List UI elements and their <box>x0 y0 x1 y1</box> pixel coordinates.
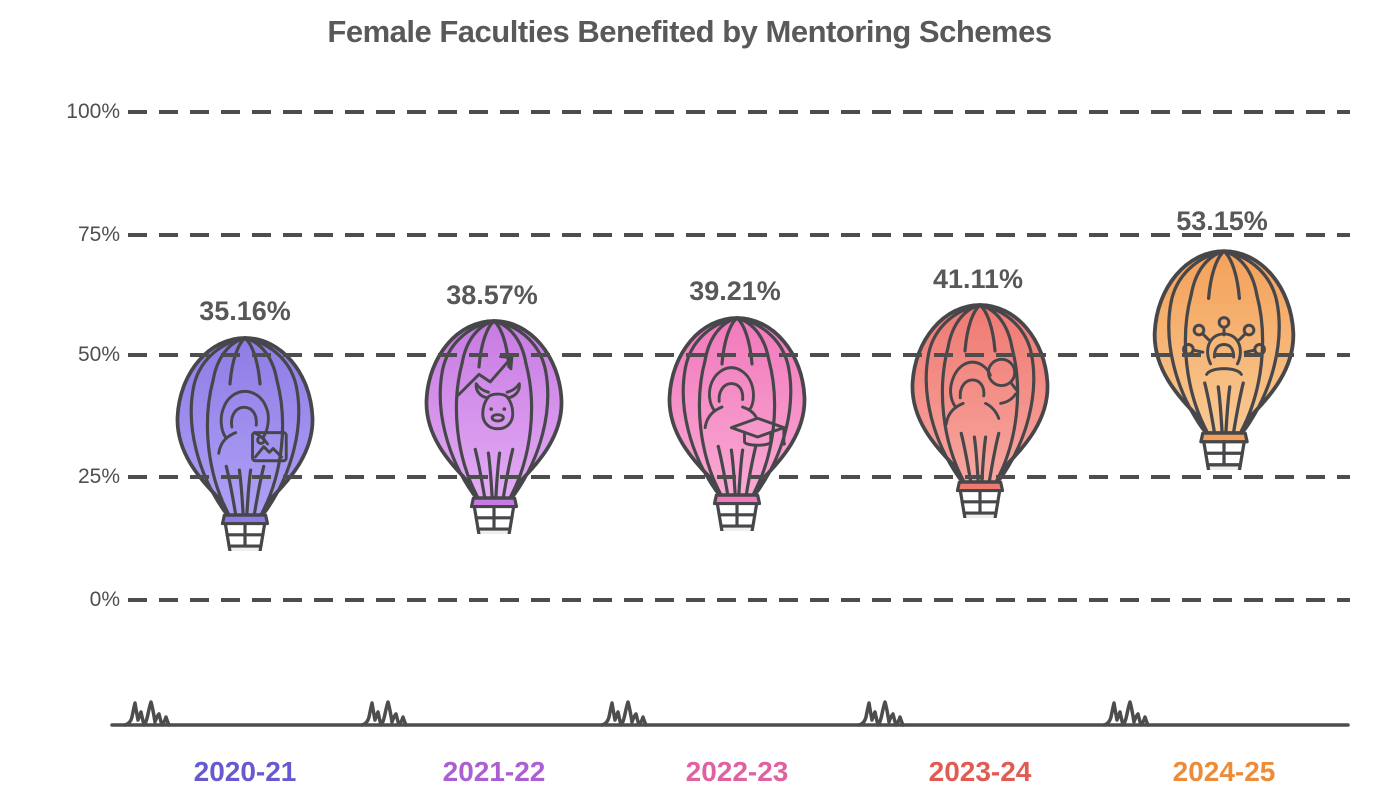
x-label-2023-24: 2023-24 <box>928 756 1032 787</box>
balloon-basket <box>1206 463 1242 470</box>
balloon-basket <box>962 511 998 518</box>
grass-tuft <box>123 700 171 727</box>
balloon-skirt <box>712 493 762 506</box>
balloon-skirt <box>469 496 519 509</box>
y-tick-label-0: 0% <box>89 588 120 611</box>
woman-magnifier-icon <box>944 357 1019 426</box>
y-tick-label-25: 25% <box>77 465 120 488</box>
woman-picture-icon <box>217 389 288 463</box>
balloon-envelope <box>175 336 315 517</box>
grass-tuft <box>1102 700 1150 727</box>
x-label-2024-25: 2024-25 <box>1172 756 1276 787</box>
value-label-2022-23: 39.21% <box>689 276 781 306</box>
y-tick-label-75: 75% <box>77 223 120 246</box>
grass-tuft <box>857 700 905 727</box>
value-label-2021-22: 38.57% <box>446 280 538 310</box>
balloon-2024-25 <box>1152 249 1296 470</box>
chart-title: Female Faculties Benefited by Mentoring … <box>327 14 1052 49</box>
value-label-2020-21: 35.16% <box>199 296 291 326</box>
balloon-basket <box>719 524 755 531</box>
woman-network-icon <box>1182 316 1266 376</box>
value-label-2024-25: 53.15% <box>1176 206 1268 236</box>
value-label-2023-24: 41.11% <box>932 264 1024 294</box>
balloon-envelope <box>1152 249 1296 435</box>
y-tick-label-50: 50% <box>77 343 120 366</box>
grass-tuft <box>360 700 408 727</box>
balloon-envelope <box>424 319 564 500</box>
balloon-2020-21 <box>175 336 315 551</box>
woman-graduation-cap-icon <box>703 366 786 447</box>
balloon-2022-23 <box>667 316 807 531</box>
grass-tuft <box>600 700 648 727</box>
balloon-skirt <box>220 513 270 526</box>
balloon-2023-24 <box>910 303 1050 518</box>
balloon-basket <box>476 527 512 534</box>
y-tick-label-100: 100% <box>66 100 120 123</box>
balloon-basket <box>227 544 263 551</box>
bull-growth-arrow-icon <box>456 355 521 431</box>
balloon-envelope <box>910 303 1050 484</box>
balloon-skirt <box>1199 431 1249 444</box>
balloon-skirt <box>955 480 1005 493</box>
balloon-envelope <box>667 316 807 497</box>
x-label-2021-22: 2021-22 <box>442 756 546 787</box>
x-label-2022-23: 2022-23 <box>685 756 789 787</box>
balloon-2021-22 <box>424 319 564 534</box>
x-label-2020-21: 2020-21 <box>193 756 297 787</box>
